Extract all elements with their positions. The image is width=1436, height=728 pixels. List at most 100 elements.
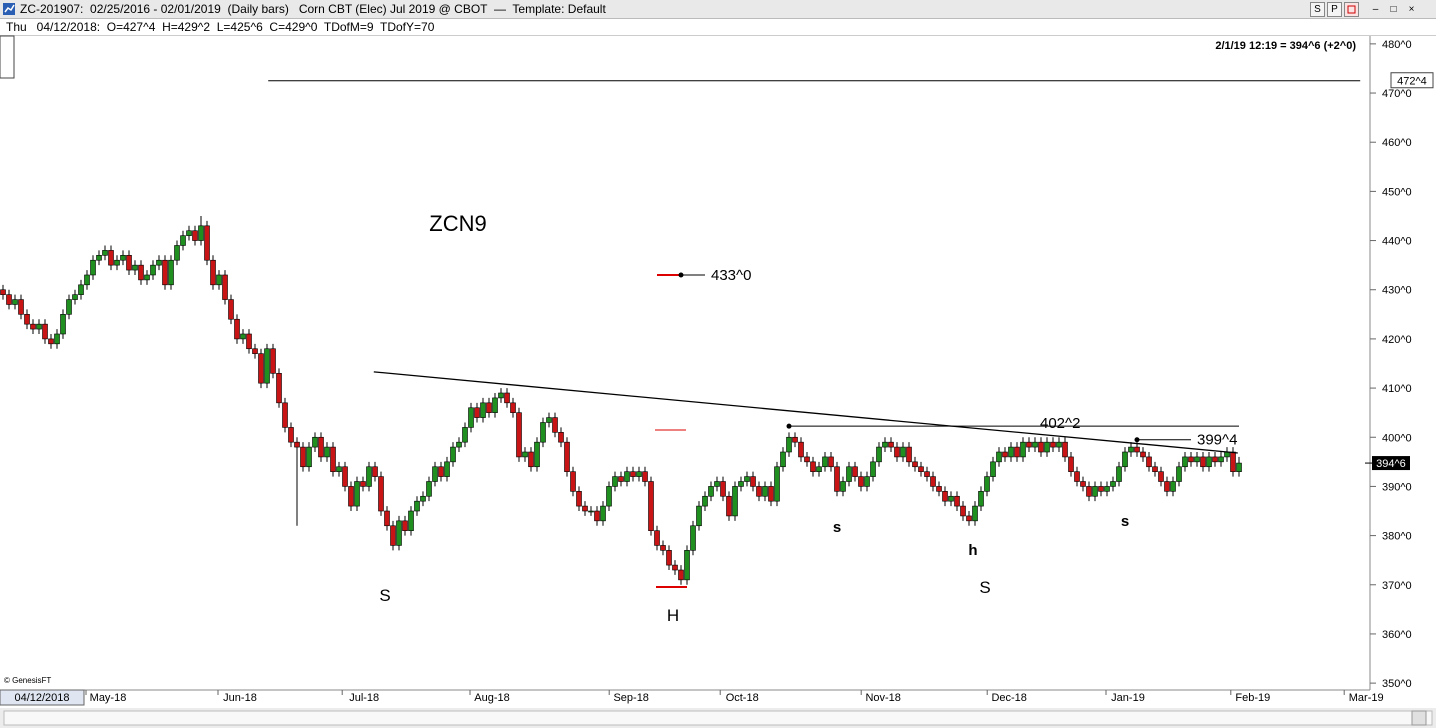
candle-body	[876, 446, 882, 463]
candle-body	[186, 230, 192, 236]
x-tick-label: Dec-18	[991, 692, 1026, 704]
candle-body	[150, 264, 156, 276]
candle-body	[780, 451, 786, 468]
candle-body	[12, 299, 18, 305]
p-button[interactable]: P	[1327, 2, 1342, 17]
candle-body	[984, 476, 990, 492]
candle-body	[462, 427, 468, 443]
candle-body	[30, 323, 36, 330]
candle-body	[1044, 441, 1050, 453]
candle-body	[1080, 481, 1086, 487]
y-tick-label: 410^0	[1382, 383, 1412, 395]
link-icon	[1347, 5, 1356, 14]
cursor-date-box	[0, 689, 85, 706]
close-button[interactable]: ×	[1408, 4, 1415, 15]
candle-body	[228, 299, 234, 320]
candle-body	[312, 436, 318, 448]
candle-body	[738, 481, 744, 487]
candle-body	[114, 259, 120, 266]
candle-body	[582, 505, 588, 512]
candle-body	[216, 274, 222, 286]
x-tick-label: Sep-18	[613, 692, 648, 704]
candle-body	[288, 427, 294, 443]
candle-body	[1230, 451, 1236, 472]
candle-body	[18, 299, 24, 315]
candle-body	[702, 495, 708, 507]
candle-body	[156, 259, 162, 266]
level-label: 472^4	[1397, 76, 1427, 88]
candle-body	[660, 545, 666, 551]
x-tick-label: Nov-18	[865, 692, 900, 704]
x-tick-label: Feb-19	[1235, 692, 1270, 704]
candle-body	[1122, 451, 1128, 468]
y-tick-label: 440^0	[1382, 236, 1412, 248]
candle-body	[48, 338, 54, 345]
candle-body	[192, 230, 198, 241]
plot-area	[0, 36, 1370, 690]
candle-body	[1212, 456, 1218, 463]
candle-body	[270, 348, 276, 374]
candle-body	[36, 323, 42, 330]
candle-body	[750, 476, 756, 487]
candle-body	[402, 520, 408, 531]
candle-body	[798, 441, 804, 458]
y-tick-label: 460^0	[1382, 137, 1412, 149]
y-tick-label: 360^0	[1382, 629, 1412, 641]
candle-body	[96, 255, 102, 261]
candle-body	[168, 259, 174, 286]
candle-body	[72, 294, 78, 300]
candle-body	[510, 402, 516, 413]
candle-body	[1152, 466, 1158, 472]
candle-body	[1134, 446, 1140, 453]
candle-body	[210, 259, 216, 286]
candle-body	[852, 466, 858, 477]
candle-body	[930, 476, 936, 487]
candle-body	[642, 471, 648, 482]
candle-body	[1188, 456, 1194, 463]
candle-body	[630, 471, 636, 477]
candle-body	[1158, 471, 1164, 482]
level-label: 402^2	[1040, 415, 1080, 432]
link-button[interactable]	[1344, 2, 1359, 17]
pattern-label: H	[667, 606, 679, 625]
candle-body	[774, 466, 780, 502]
candle-body	[294, 441, 300, 448]
candle-body	[78, 284, 84, 295]
candle-body	[1176, 466, 1182, 482]
maximize-button[interactable]: □	[1390, 4, 1397, 15]
candle-body	[840, 481, 846, 492]
candle-body	[762, 486, 768, 497]
candle-body	[246, 333, 252, 350]
candle-body	[384, 510, 390, 527]
candle-body	[360, 481, 366, 487]
candle-body	[102, 250, 108, 256]
candle-body	[132, 264, 138, 271]
y-tick-label: 380^0	[1382, 531, 1412, 543]
candle-body	[486, 402, 492, 413]
candle-body	[336, 466, 342, 472]
candle-body	[498, 392, 504, 399]
candle-body	[348, 486, 354, 507]
candle-body	[432, 466, 438, 482]
candle-body	[222, 274, 228, 300]
scroll-right[interactable]	[1411, 710, 1427, 726]
scrollbar[interactable]	[3, 710, 1433, 726]
x-tick-label: Oct-18	[726, 692, 759, 704]
candle-body	[960, 505, 966, 517]
title-bar: ZC-201907: 02/25/2016 - 02/01/2019 (Dail…	[0, 0, 1436, 19]
candle-body	[198, 225, 204, 241]
minimize-button[interactable]: –	[1372, 4, 1379, 15]
candle-body	[648, 481, 654, 531]
info-line: Thu 04/12/2018: O=427^4 H=429^2 L=425^6 …	[0, 19, 1436, 36]
candle-body	[390, 525, 396, 546]
candle-body	[714, 481, 720, 487]
x-tick-label: May-18	[90, 692, 127, 704]
last-price-label: 394^6	[1376, 458, 1406, 470]
candle-body	[870, 461, 876, 477]
candle-body	[90, 259, 96, 276]
s-button[interactable]: S	[1310, 2, 1325, 17]
candle-body	[636, 471, 642, 477]
candle-body	[1068, 456, 1074, 472]
candle-body	[996, 451, 1002, 463]
candle-body	[534, 441, 540, 468]
